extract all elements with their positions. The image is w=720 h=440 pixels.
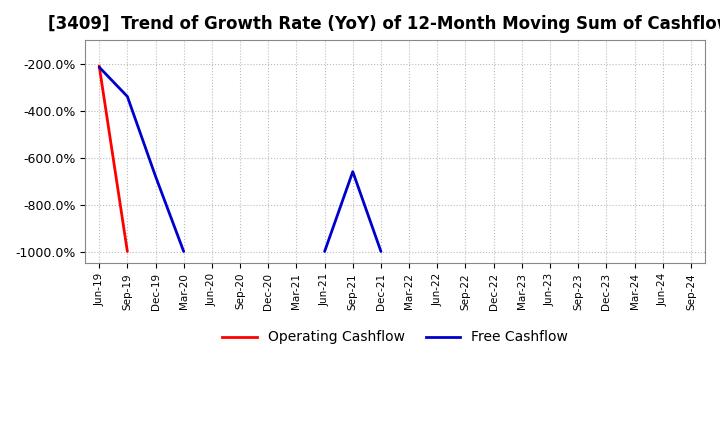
Legend: Operating Cashflow, Free Cashflow: Operating Cashflow, Free Cashflow [216, 325, 574, 350]
Title: [3409]  Trend of Growth Rate (YoY) of 12-Month Moving Sum of Cashflows: [3409] Trend of Growth Rate (YoY) of 12-… [48, 15, 720, 33]
